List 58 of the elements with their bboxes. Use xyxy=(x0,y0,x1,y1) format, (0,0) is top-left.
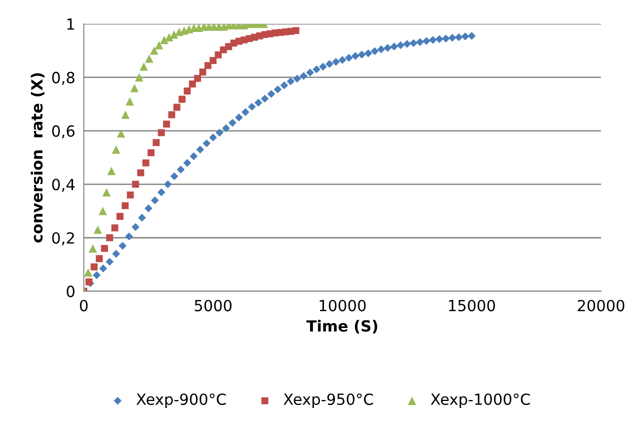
point xyxy=(106,234,114,242)
point xyxy=(160,36,168,44)
x-tick-label: 15000 xyxy=(449,300,495,312)
point xyxy=(130,84,139,92)
point xyxy=(204,62,212,70)
point xyxy=(102,188,111,196)
point xyxy=(116,212,124,220)
point xyxy=(148,149,155,156)
point xyxy=(292,27,300,34)
point xyxy=(98,206,107,216)
x-tick-label: 5000 xyxy=(194,300,232,312)
y-tick-label: 0,2 xyxy=(52,232,74,246)
legend-label: Xexp-900°C xyxy=(136,393,226,408)
point xyxy=(188,80,196,88)
point xyxy=(126,97,134,106)
point xyxy=(126,192,134,198)
point xyxy=(121,110,130,119)
point xyxy=(134,73,144,82)
point xyxy=(88,244,98,253)
y-axis-title: conversion rate (X) xyxy=(30,73,44,242)
x-tick-label: 0 xyxy=(80,300,88,312)
x-tick-label: 10000 xyxy=(320,300,366,312)
point xyxy=(150,46,158,55)
point xyxy=(101,244,108,252)
point xyxy=(158,129,165,136)
y-tick-label: 1 xyxy=(67,18,74,30)
point xyxy=(132,180,139,188)
legend-label: Xexp-950°C xyxy=(284,393,373,408)
point xyxy=(116,129,126,138)
y-tick-label: 0,6 xyxy=(52,125,74,138)
point xyxy=(94,226,102,234)
point xyxy=(173,104,180,111)
point xyxy=(168,111,176,118)
point xyxy=(154,41,164,50)
y-tick-label: 0 xyxy=(66,286,74,298)
point xyxy=(145,54,154,63)
point xyxy=(112,145,120,154)
point xyxy=(111,224,118,232)
point xyxy=(184,88,191,94)
point xyxy=(210,57,217,64)
y-tick-label: 0,4 xyxy=(52,178,75,192)
point xyxy=(140,62,148,71)
x-axis-title: Time (S) xyxy=(306,320,378,334)
point xyxy=(84,268,92,277)
point xyxy=(194,74,202,82)
legend-label: Xexp-1000°C xyxy=(430,393,530,408)
point xyxy=(142,159,150,166)
point xyxy=(90,263,98,270)
point xyxy=(163,120,170,128)
point xyxy=(178,96,186,103)
point xyxy=(96,255,103,262)
point xyxy=(122,202,129,210)
point xyxy=(199,68,206,76)
y-tick-label: 0,8 xyxy=(52,72,74,85)
x-tick-label: 20000 xyxy=(578,300,624,312)
point xyxy=(152,139,160,146)
point xyxy=(137,169,144,176)
point xyxy=(107,166,116,176)
